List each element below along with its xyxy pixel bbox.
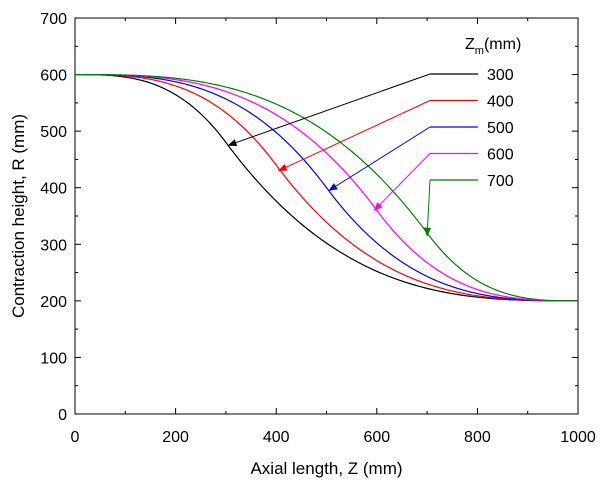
legend-label-600: 600 [487, 147, 514, 164]
x-tick-label: 0 [71, 429, 80, 446]
series-lines [75, 73, 578, 302]
legend: Zm(mm) 300 400 500 600 700 [227, 36, 521, 237]
legend-label-300: 300 [487, 67, 514, 84]
legend-label-700: 700 [487, 173, 514, 190]
y-tick-label: 600 [40, 68, 67, 85]
x-tick-label: 200 [162, 429, 189, 446]
legend-arrow-300 [227, 73, 431, 146]
y-tick-label: 0 [58, 407, 67, 424]
x-tick-label: 400 [263, 429, 290, 446]
y-tick-label: 100 [40, 350, 67, 367]
x-tick-label: 600 [363, 429, 390, 446]
x-tick-label: 1000 [560, 429, 596, 446]
y-tick-label: 500 [40, 124, 67, 141]
legend-arrow-700 [423, 179, 432, 237]
legend-title-base: Z [465, 36, 475, 53]
series-line-700 [75, 73, 578, 302]
legend-title: Zm(mm) [465, 36, 521, 57]
legend-title-subscript: m [475, 45, 484, 57]
y-axis-ticks: 0 100 200 300 400 500 600 700 [40, 11, 578, 424]
series-line-600 [75, 73, 578, 302]
legend-arrow-500 [328, 126, 431, 191]
legend-label-400: 400 [487, 94, 514, 111]
y-tick-label: 400 [40, 181, 67, 198]
y-tick-label: 700 [40, 11, 67, 28]
y-tick-label: 300 [40, 237, 67, 254]
y-axis-label: Contraction height, R (mm) [9, 114, 28, 318]
x-tick-label: 800 [464, 429, 491, 446]
legend-title-unit: (mm) [484, 36, 521, 53]
series-line-400 [75, 73, 578, 302]
legend-arrow-400 [277, 100, 431, 172]
x-axis-label: Axial length, Z (mm) [250, 459, 402, 478]
series-line-300 [75, 73, 578, 302]
series-line-500 [75, 73, 578, 302]
legend-arrow-600 [373, 153, 431, 211]
x-axis-ticks: 0 200 400 600 800 1000 [71, 18, 596, 446]
legend-label-500: 500 [487, 120, 514, 137]
y-tick-label: 200 [40, 294, 67, 311]
